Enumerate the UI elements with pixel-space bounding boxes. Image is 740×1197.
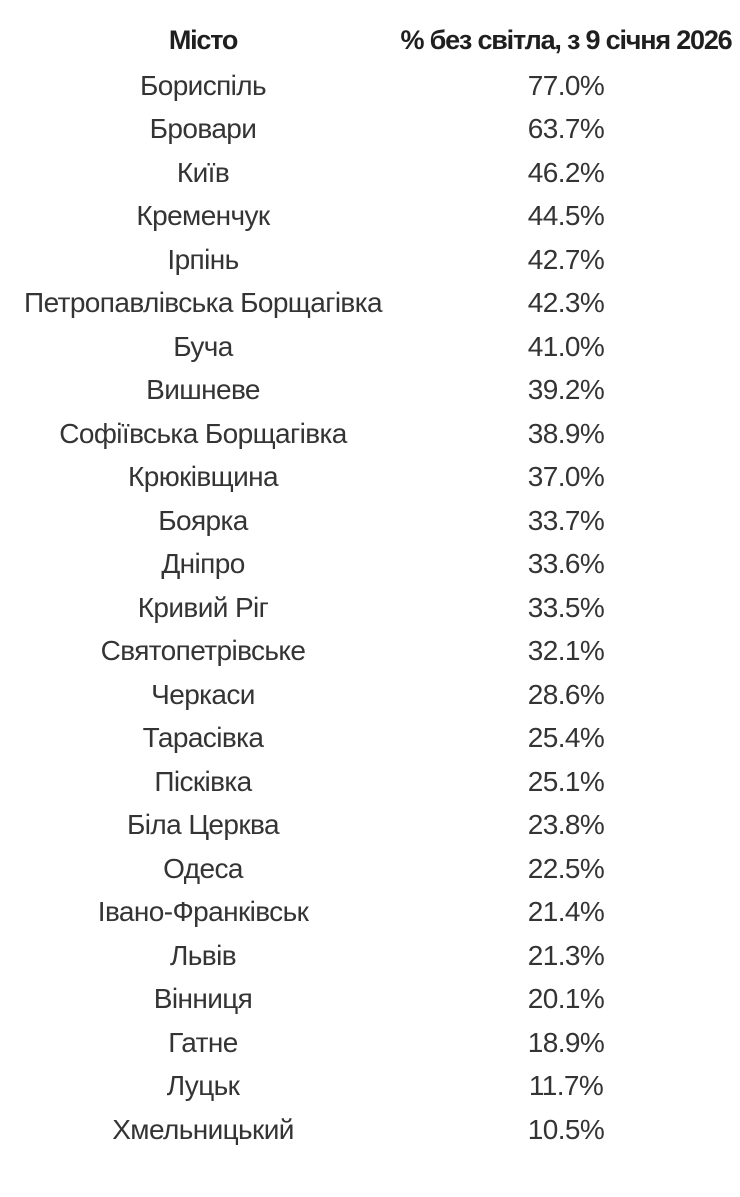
table-row: Бровари 63.7%: [8, 108, 734, 152]
city-cell: Дніпро: [161, 548, 245, 580]
table-row: Одеса 22.5%: [8, 847, 734, 891]
table-row: Бориспіль 77.0%: [8, 64, 734, 108]
table-row: Кривий Ріг 33.5%: [8, 586, 734, 630]
percent-cell: 10.5%: [527, 1113, 605, 1145]
percent-cell: 33.6%: [527, 548, 605, 580]
table-row: Вінниця 20.1%: [8, 978, 734, 1022]
percent-cell: 21.3%: [527, 939, 605, 971]
percent-cell: 25.4%: [527, 722, 605, 754]
percent-cell: 44.5%: [527, 200, 605, 232]
city-cell: Тарасівка: [142, 722, 264, 754]
city-cell: Луцьк: [166, 1070, 240, 1102]
percent-cell: 23.8%: [527, 809, 605, 841]
table-row: Пісківка 25.1%: [8, 760, 734, 804]
city-cell: Святопетрівське: [100, 635, 306, 667]
table-row: Боярка 33.7%: [8, 499, 734, 543]
table-row: Луцьк 11.7%: [8, 1065, 734, 1109]
percent-cell: 37.0%: [527, 461, 605, 493]
header-row: Місто % без світла, з 9 січня 2026: [8, 16, 734, 64]
column-header-percent: % без світла, з 9 січня 2026: [400, 24, 733, 55]
city-cell: Кривий Ріг: [137, 591, 269, 623]
table-row: Ірпінь 42.7%: [8, 238, 734, 282]
table-row: Хмельницький 10.5%: [8, 1108, 734, 1152]
city-cell: Хмельницький: [112, 1113, 294, 1145]
city-cell: Буча: [173, 330, 233, 362]
percent-cell: 25.1%: [527, 765, 605, 797]
percent-cell: 42.3%: [527, 287, 605, 319]
table-body: Бориспіль 77.0% Бровари 63.7% Київ 46.2%…: [8, 64, 734, 1152]
table-row: Біла Церква 23.8%: [8, 804, 734, 848]
table-row: Кременчук 44.5%: [8, 195, 734, 239]
percent-cell: 28.6%: [527, 678, 605, 710]
percent-cell: 38.9%: [527, 417, 605, 449]
percent-cell: 42.7%: [527, 243, 605, 275]
table-row: Вишневе 39.2%: [8, 369, 734, 413]
percent-cell: 21.4%: [527, 896, 605, 928]
city-cell: Біла Церква: [127, 809, 280, 841]
city-cell: Івано-Франківськ: [97, 896, 309, 928]
table-row: Крюківщина 37.0%: [8, 456, 734, 500]
city-cell: Вишневе: [146, 374, 260, 406]
percent-cell: 20.1%: [527, 983, 605, 1015]
percent-cell: 32.1%: [527, 635, 605, 667]
outage-table: Місто % без світла, з 9 січня 2026 Борис…: [8, 16, 734, 1152]
table-row: Івано-Франківськ 21.4%: [8, 891, 734, 935]
city-cell: Київ: [176, 156, 230, 188]
table-row: Тарасівка 25.4%: [8, 717, 734, 761]
city-cell: Боярка: [158, 504, 248, 536]
percent-cell: 46.2%: [527, 156, 605, 188]
outage-table-container: Місто % без світла, з 9 січня 2026 Борис…: [8, 16, 734, 1152]
percent-cell: 33.7%: [527, 504, 605, 536]
percent-cell: 39.2%: [527, 374, 605, 406]
table-row: Гатне 18.9%: [8, 1021, 734, 1065]
city-cell: Гатне: [168, 1026, 238, 1058]
percent-cell: 77.0%: [527, 69, 605, 101]
city-cell: Софіївська Борщагівка: [59, 417, 347, 449]
city-cell: Одеса: [163, 852, 243, 884]
table-row: Черкаси 28.6%: [8, 673, 734, 717]
table-header: Місто % без світла, з 9 січня 2026: [8, 16, 734, 64]
city-cell: Вінниця: [153, 983, 253, 1015]
percent-cell: 33.5%: [527, 591, 605, 623]
table-row: Львів 21.3%: [8, 934, 734, 978]
percent-cell: 11.7%: [528, 1070, 604, 1102]
city-cell: Бровари: [149, 113, 257, 145]
table-row: Дніпро 33.6%: [8, 543, 734, 587]
column-header-city: Місто: [168, 24, 239, 55]
city-cell: Пісківка: [154, 765, 252, 797]
city-cell: Крюківщина: [128, 461, 279, 493]
percent-cell: 41.0%: [527, 330, 605, 362]
city-cell: Бориспіль: [139, 69, 267, 101]
table-row: Софіївська Борщагівка 38.9%: [8, 412, 734, 456]
percent-cell: 22.5%: [527, 852, 605, 884]
city-cell: Ірпінь: [167, 243, 239, 275]
percent-cell: 63.7%: [527, 113, 605, 145]
city-cell: Черкаси: [151, 678, 255, 710]
city-cell: Петропавлівська Борщагівка: [24, 287, 383, 319]
table-row: Петропавлівська Борщагівка 42.3%: [8, 282, 734, 326]
table-row: Святопетрівське 32.1%: [8, 630, 734, 674]
table-row: Буча 41.0%: [8, 325, 734, 369]
percent-cell: 18.9%: [527, 1026, 605, 1058]
city-cell: Кременчук: [136, 200, 270, 232]
table-row: Київ 46.2%: [8, 151, 734, 195]
city-cell: Львів: [170, 939, 237, 971]
